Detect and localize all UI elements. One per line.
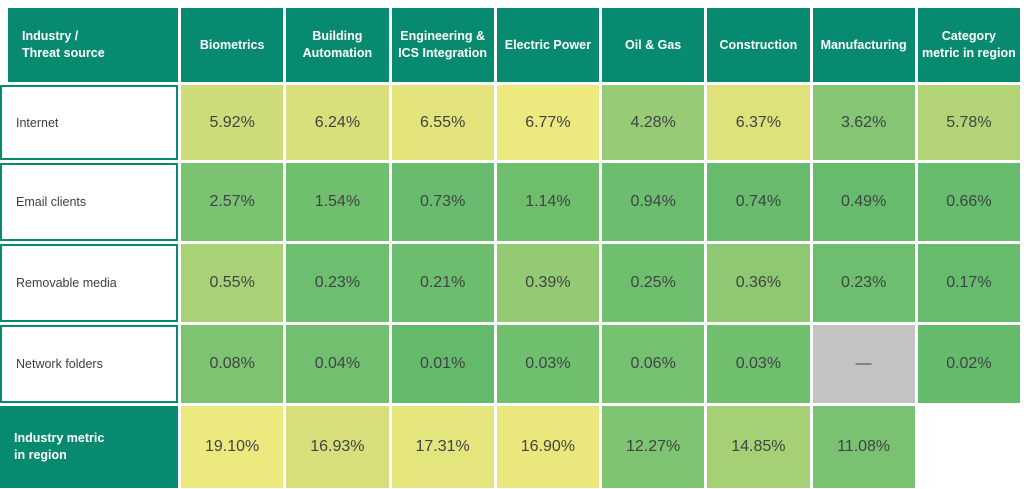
- heatmap-cell: 0.04%: [286, 325, 389, 403]
- heatmap-cell: 1.14%: [496, 163, 599, 241]
- row-label-industry-metric-in-region: Industry metric in region: [0, 406, 178, 488]
- heatmap-cell: 0.21%: [391, 244, 494, 322]
- row-label-network-folders: Network folders: [0, 325, 178, 403]
- column-header-construction: Construction: [707, 8, 810, 82]
- row-label-internet: Internet: [0, 85, 178, 160]
- column-header-manufacturing: Manufacturing: [812, 8, 915, 82]
- heatmap-cell: 0.06%: [602, 325, 705, 403]
- heatmap-cell: 5.78%: [917, 85, 1020, 160]
- heatmap-cell: 0.73%: [391, 163, 494, 241]
- heatmap-cell: 6.24%: [286, 85, 389, 160]
- heatmap-cell: 17.31%: [391, 406, 494, 488]
- heatmap-cell: 0.23%: [286, 244, 389, 322]
- heatmap-cell: 0.36%: [707, 244, 810, 322]
- heatmap-cell: 2.57%: [181, 163, 284, 241]
- column-header-biometrics: Biometrics: [181, 8, 284, 82]
- row-label-email-clients: Email clients: [0, 163, 178, 241]
- heatmap-cell: 0.17%: [917, 244, 1020, 322]
- corner-header: Industry / Threat source: [8, 8, 178, 82]
- column-header-building-automation: Building Automation: [286, 8, 389, 82]
- heatmap-cell-empty: [917, 406, 1020, 488]
- heatmap-cell: 0.03%: [496, 325, 599, 403]
- heatmap-cell: 6.37%: [707, 85, 810, 160]
- heatmap-cell: 5.92%: [181, 85, 284, 160]
- heatmap-cell-no-data: —: [812, 325, 915, 403]
- heatmap-cell: 1.54%: [286, 163, 389, 241]
- column-header-engineering-ics-integration: Engineering & ICS Integration: [391, 8, 494, 82]
- heatmap-cell: 14.85%: [707, 406, 810, 488]
- heatmap-cell: 0.49%: [812, 163, 915, 241]
- heatmap-cell: 3.62%: [812, 85, 915, 160]
- heatmap-cell: 19.10%: [181, 406, 284, 488]
- heatmap-cell: 0.74%: [707, 163, 810, 241]
- column-header-category-metric-in-region: Category metric in region: [917, 8, 1020, 82]
- column-header-electric-power: Electric Power: [496, 8, 599, 82]
- heatmap-cell: 4.28%: [602, 85, 705, 160]
- heatmap-cell: 6.55%: [391, 85, 494, 160]
- heatmap-cell: 0.03%: [707, 325, 810, 403]
- heatmap-cell: 0.01%: [391, 325, 494, 403]
- heatmap-cell: 11.08%: [812, 406, 915, 488]
- column-header-oil-and-gas: Oil & Gas: [602, 8, 705, 82]
- heatmap-cell: 0.08%: [181, 325, 284, 403]
- heatmap-cell: 0.55%: [181, 244, 284, 322]
- heatmap-cell: 0.23%: [812, 244, 915, 322]
- heatmap-cell: 0.66%: [917, 163, 1020, 241]
- heatmap-cell: 16.93%: [286, 406, 389, 488]
- heatmap-cell: 12.27%: [602, 406, 705, 488]
- heatmap-cell: 0.94%: [602, 163, 705, 241]
- heatmap-cell: 6.77%: [496, 85, 599, 160]
- heatmap-cell: 0.02%: [917, 325, 1020, 403]
- row-label-removable-media: Removable media: [0, 244, 178, 322]
- heatmap-cell: 16.90%: [496, 406, 599, 488]
- heatmap-cell: 0.39%: [496, 244, 599, 322]
- heatmap-cell: 0.25%: [602, 244, 705, 322]
